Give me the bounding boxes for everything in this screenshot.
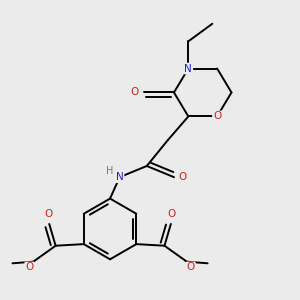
Text: N: N: [184, 64, 192, 74]
Text: O: O: [179, 172, 187, 182]
Text: O: O: [187, 262, 195, 272]
Text: O: O: [213, 111, 221, 122]
Text: O: O: [130, 88, 139, 98]
Text: O: O: [167, 209, 175, 219]
Text: H: H: [106, 167, 113, 176]
Text: O: O: [25, 262, 34, 272]
Text: N: N: [116, 172, 124, 182]
Text: O: O: [45, 209, 53, 219]
